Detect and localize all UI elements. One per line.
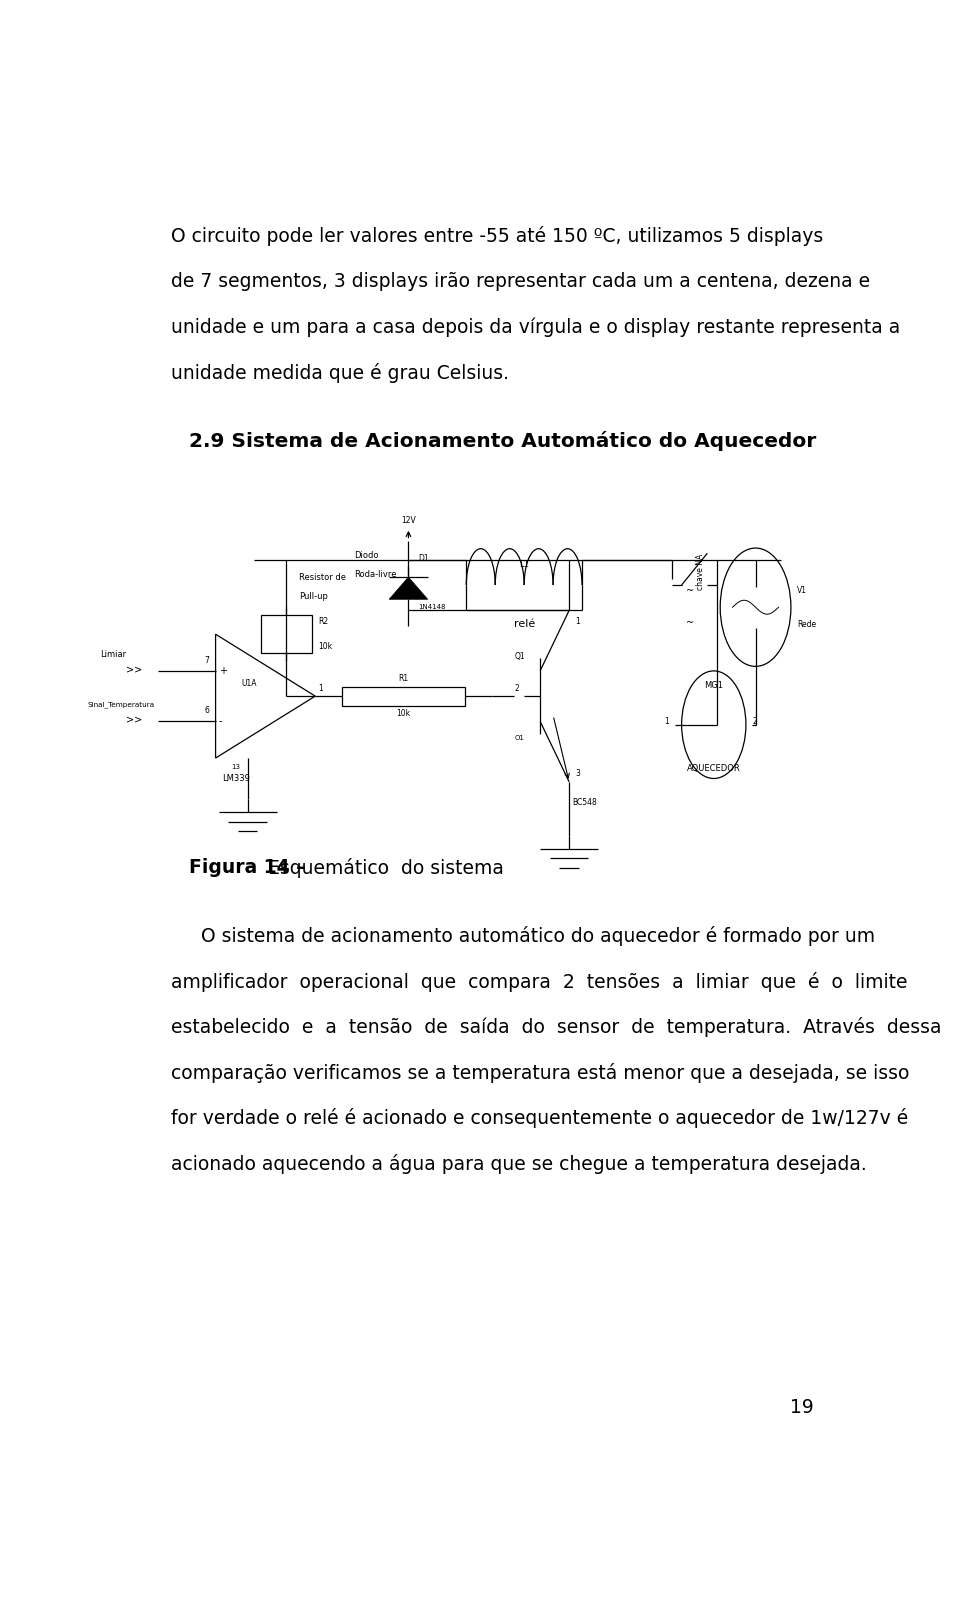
Text: O sistema de acionamento automático do aquecedor é formado por um: O sistema de acionamento automático do a… — [171, 927, 875, 946]
Text: 19: 19 — [790, 1397, 813, 1416]
Text: V1: V1 — [798, 585, 807, 595]
Text: 1: 1 — [576, 616, 580, 626]
Text: R2: R2 — [319, 618, 328, 626]
Text: L1: L1 — [519, 559, 529, 569]
Text: MG1: MG1 — [705, 681, 723, 690]
Text: ~: ~ — [686, 587, 694, 597]
Text: Resistor de: Resistor de — [300, 572, 347, 582]
Text: 1N4148: 1N4148 — [418, 605, 445, 610]
Text: unidade e um para a casa depois da vírgula e o display restante representa a: unidade e um para a casa depois da vírgu… — [171, 317, 900, 336]
Text: chave NA: chave NA — [696, 555, 706, 590]
Text: 10k: 10k — [396, 708, 411, 718]
Text: >>: >> — [126, 715, 142, 724]
Text: R1: R1 — [398, 674, 409, 684]
Text: Roda-livre: Roda-livre — [354, 569, 396, 579]
Text: unidade medida que é grau Celsius.: unidade medida que é grau Celsius. — [171, 362, 509, 383]
Text: AQUECEDOR: AQUECEDOR — [687, 765, 741, 773]
Text: Q1: Q1 — [515, 652, 525, 661]
Text: 6: 6 — [204, 705, 209, 715]
Text: 1: 1 — [664, 716, 669, 726]
Text: amplificador  operacional  que  compara  2  tensões  a  limiar  que  é  o  limit: amplificador operacional que compara 2 t… — [171, 972, 907, 991]
Text: Figura 14 –: Figura 14 – — [189, 859, 305, 878]
Text: -: - — [219, 716, 223, 726]
Text: Sinal_Temperatura: Sinal_Temperatura — [87, 702, 155, 708]
Text: 7: 7 — [204, 657, 209, 665]
Text: >>: >> — [126, 665, 142, 674]
Text: ~: ~ — [686, 618, 694, 627]
Text: comparação verificamos se a temperatura está menor que a desejada, se isso: comparação verificamos se a temperatura … — [171, 1062, 909, 1083]
Text: 13: 13 — [231, 765, 241, 770]
Text: Diodo: Diodo — [354, 551, 378, 559]
Text: O1: O1 — [515, 734, 524, 741]
Text: 1: 1 — [319, 684, 324, 694]
Text: de 7 segmentos, 3 displays irão representar cada um a centena, dezena e: de 7 segmentos, 3 displays irão represen… — [171, 272, 870, 291]
Text: U1A: U1A — [241, 679, 257, 687]
Text: Esquemático  do sistema: Esquemático do sistema — [262, 859, 504, 878]
Text: 10k: 10k — [319, 642, 332, 652]
Text: BC548: BC548 — [572, 799, 597, 807]
Text: +: + — [219, 666, 227, 676]
Text: Rede: Rede — [798, 619, 816, 629]
Text: 2.9 Sistema de Acionamento Automático do Aquecedor: 2.9 Sistema de Acionamento Automático do… — [189, 430, 816, 451]
Text: for verdade o relé é acionado e consequentemente o aquecedor de 1w/127v é: for verdade o relé é acionado e conseque… — [171, 1108, 908, 1129]
Text: Pull-up: Pull-up — [300, 592, 328, 602]
Text: estabelecido  e  a  tensão  de  saída  do  sensor  de  temperatura.  Através  de: estabelecido e a tensão de saída do sens… — [171, 1017, 941, 1036]
Text: acionado aquecendo a água para que se chegue a temperatura desejada.: acionado aquecendo a água para que se ch… — [171, 1153, 866, 1174]
Polygon shape — [389, 577, 428, 600]
Text: LM339: LM339 — [222, 775, 250, 783]
Text: 12V: 12V — [401, 516, 416, 524]
Text: O circuito pode ler valores entre -55 até 150 ºC, utilizamos 5 displays: O circuito pode ler valores entre -55 at… — [171, 226, 823, 246]
Text: 3: 3 — [576, 770, 581, 778]
Text: 2: 2 — [515, 684, 519, 694]
Text: D1: D1 — [418, 553, 429, 563]
Text: 2: 2 — [753, 716, 757, 726]
Text: relé: relé — [514, 619, 535, 629]
Text: Limiar: Limiar — [100, 650, 126, 658]
